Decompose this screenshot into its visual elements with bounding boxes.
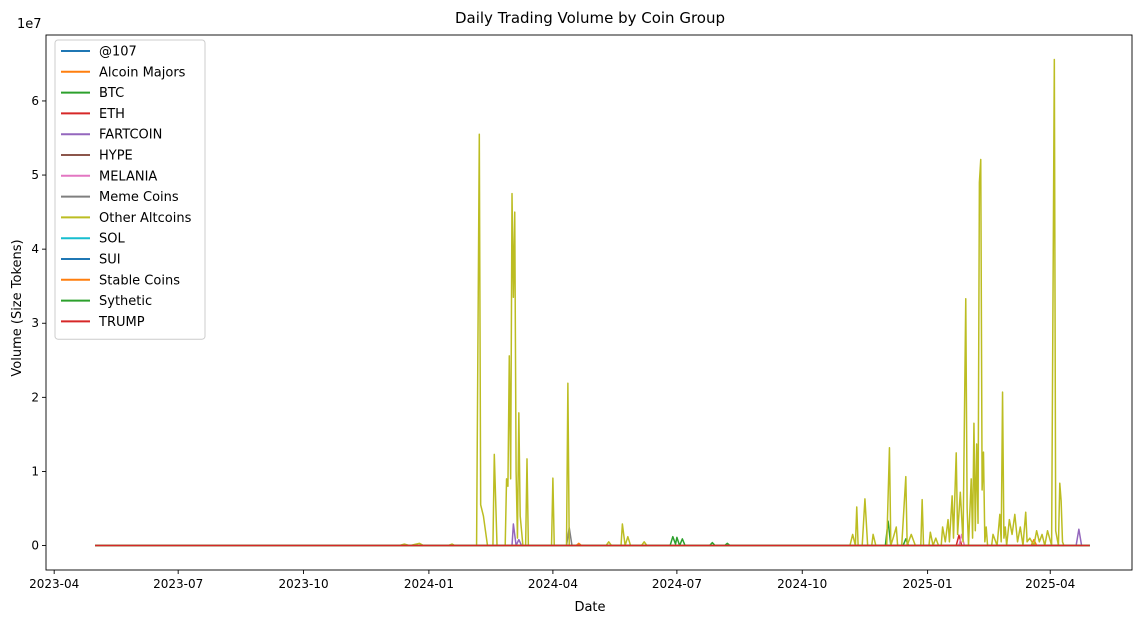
legend: @107 Alcoin Majors BTC ETH FARTCOIN HYPE MELAN… bbox=[54, 39, 206, 340]
x-tick-label: 2025-04 bbox=[1025, 577, 1075, 591]
legend-entry: ETH bbox=[99, 107, 125, 122]
legend-entry: TRUMP bbox=[98, 315, 145, 330]
y-tick-label: 5 bbox=[31, 168, 39, 182]
y-tick-label: 1 bbox=[31, 464, 39, 478]
legend-entry: SOL bbox=[99, 232, 125, 247]
plot-area: 2023-04 2023-07 2023-10 2024-01 2024-04 2024-… bbox=[29, 34, 1133, 591]
legend-entry: HYPE bbox=[99, 149, 133, 164]
x-axis-label: Date bbox=[574, 600, 605, 615]
series-line bbox=[95, 523, 1090, 547]
series-line bbox=[95, 527, 1090, 547]
series-line bbox=[95, 58, 1090, 547]
x-tick-label: 2024-04 bbox=[528, 577, 578, 591]
x-tick-label: 2023-10 bbox=[278, 577, 328, 591]
legend-entry: Other Altcoins bbox=[99, 211, 192, 226]
y-multiplier-label: 1e7 bbox=[17, 17, 42, 32]
y-tick-label: 4 bbox=[31, 242, 39, 256]
x-tick-label: 2023-07 bbox=[153, 577, 203, 591]
legend-entry: Stable Coins bbox=[99, 273, 180, 288]
series-lines bbox=[95, 58, 1090, 547]
chart-title: Daily Trading Volume by Coin Group bbox=[455, 9, 725, 27]
series-line bbox=[95, 534, 1090, 547]
x-tick-label: 2023-04 bbox=[29, 577, 79, 591]
x-tick-label: 2024-10 bbox=[777, 577, 827, 591]
x-tick-label: 2024-01 bbox=[404, 577, 454, 591]
x-tick-label: 2024-07 bbox=[652, 577, 702, 591]
legend-entry: SUI bbox=[99, 253, 121, 268]
legend-entry: MELANIA bbox=[99, 169, 157, 184]
y-tick-label: 0 bbox=[31, 539, 39, 553]
y-axis-label: Volume (Size Tokens) bbox=[10, 239, 25, 376]
legend-entry: @107 bbox=[99, 45, 137, 60]
series-line bbox=[95, 533, 1090, 547]
legend-entry: Sythetic bbox=[99, 294, 152, 309]
x-tick-label: 2025-01 bbox=[903, 577, 953, 591]
y-tick-label: 3 bbox=[31, 316, 39, 330]
y-tick-label: 2 bbox=[31, 390, 39, 404]
series-line bbox=[95, 520, 1090, 547]
legend-entry: Alcoin Majors bbox=[99, 65, 186, 80]
legend-entry: Meme Coins bbox=[99, 190, 179, 205]
legend-entry: FARTCOIN bbox=[99, 128, 162, 143]
plot-frame bbox=[45, 34, 1133, 571]
legend-box bbox=[54, 39, 206, 340]
legend-entry: BTC bbox=[99, 86, 124, 101]
y-tick-label: 6 bbox=[31, 94, 39, 108]
